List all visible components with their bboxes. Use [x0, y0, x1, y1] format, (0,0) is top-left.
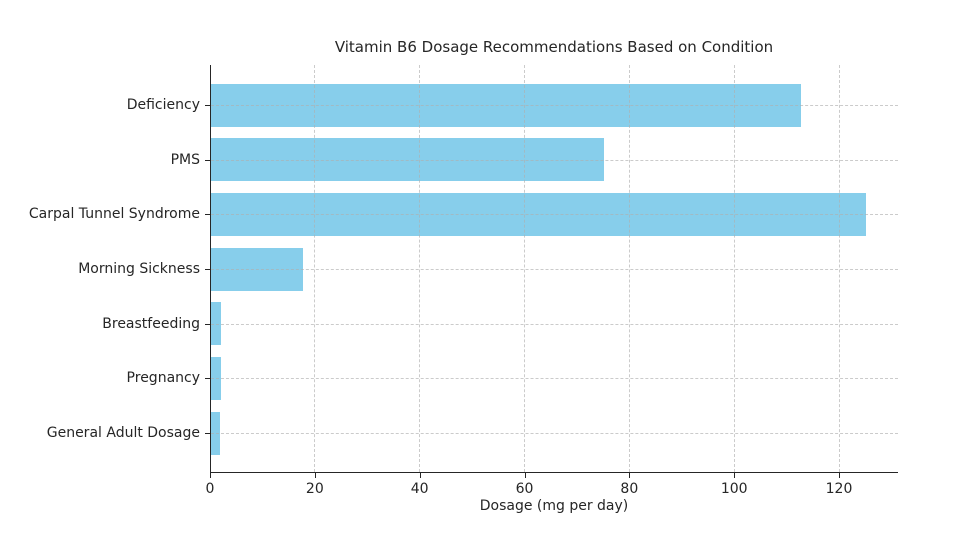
gridline-horizontal: [211, 269, 898, 270]
y-tick-label: Pregnancy: [126, 370, 200, 387]
gridline-horizontal: [211, 378, 898, 380]
x-tick-mark: [419, 473, 421, 478]
chart-title: Vitamin B6 Dosage Recommendations Based …: [334, 38, 774, 56]
x-tick-label: 100: [720, 481, 748, 497]
plot-area: [210, 65, 898, 473]
gridline-vertical: [838, 65, 840, 472]
y-tick-label: Morning Sickness: [78, 261, 200, 277]
y-tick-mark: [205, 323, 210, 325]
y-tick-mark: [205, 378, 210, 380]
gridline-horizontal: [211, 214, 898, 216]
x-tick-mark: [839, 473, 841, 478]
x-tick-label: 0: [205, 481, 215, 497]
y-tick-mark: [205, 269, 210, 270]
x-tick-label: 120: [825, 481, 853, 497]
x-tick-mark: [629, 473, 631, 478]
x-tick-label: 80: [620, 481, 639, 497]
x-axis-label: Dosage (mg per day): [479, 498, 629, 514]
y-tick-mark: [205, 214, 210, 216]
x-tick-mark: [314, 473, 316, 478]
gridline-vertical: [628, 65, 630, 472]
gridline-horizontal: [211, 433, 898, 434]
gridline-vertical: [314, 65, 316, 472]
y-tick-mark: [205, 433, 210, 434]
y-tick-label: PMS: [170, 151, 200, 168]
x-tick-mark: [210, 473, 211, 478]
x-tick-label: 60: [515, 481, 534, 497]
gridline-vertical: [419, 65, 421, 472]
y-tick-label: Carpal Tunnel Syndrome: [28, 206, 200, 223]
x-tick-label: 40: [410, 481, 429, 497]
x-tick-mark: [734, 473, 736, 478]
gridline-vertical: [524, 65, 525, 472]
gridline-vertical: [733, 65, 735, 472]
y-tick-mark: [205, 159, 210, 161]
y-tick-mark: [205, 105, 210, 106]
x-tick-label: 20: [305, 481, 324, 497]
y-tick-label: General Adult Dosage: [46, 425, 200, 441]
y-tick-label: Breastfeeding: [102, 315, 200, 332]
gridline-horizontal: [211, 159, 898, 161]
gridline-horizontal: [211, 323, 898, 325]
x-tick-mark: [524, 473, 526, 478]
y-tick-label: Deficiency: [126, 97, 200, 113]
gridline-horizontal: [211, 105, 898, 106]
